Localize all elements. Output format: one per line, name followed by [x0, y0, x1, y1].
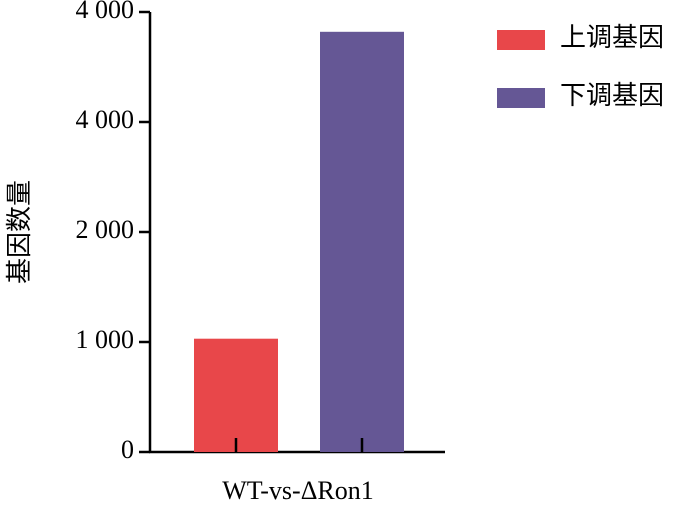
y-tick-label: 2 000	[76, 215, 135, 244]
x-tick-label: WT-vs-ΔRon1	[222, 476, 374, 505]
bar	[194, 338, 278, 452]
legend-swatch	[497, 30, 545, 50]
y-axis-label: 基因数量	[5, 180, 34, 284]
y-tick-label: 4 000	[76, 0, 135, 24]
bar	[320, 31, 404, 453]
legend-label: 下调基因	[560, 81, 664, 110]
legend-swatch	[497, 88, 545, 108]
y-tick-label: 1 000	[76, 325, 135, 354]
y-tick-label: 0	[121, 435, 134, 464]
y-tick-label: 4 000	[76, 105, 135, 134]
legend-label: 上调基因	[560, 23, 664, 52]
